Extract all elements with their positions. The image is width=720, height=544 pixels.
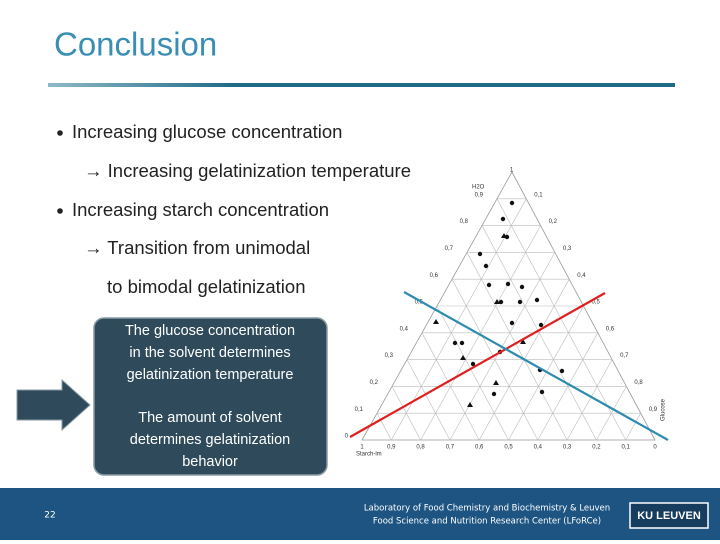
axis-name: H2O [472, 185, 485, 191]
tick-label: 0 [345, 434, 349, 440]
point [467, 402, 473, 407]
point [460, 355, 466, 360]
grid-line [406, 359, 451, 441]
point [505, 281, 511, 287]
axis-label: 1 [510, 168, 514, 174]
ternary-diagram: 1 H2O Glucose Starch-lm 0,9 0,8 0,7 0,6 0,5 0,4 0,… [345, 168, 669, 458]
trend-line [403, 291, 669, 441]
sub-bullet: to bimodal gelatinization [107, 276, 306, 297]
tick-label: 0,1 [534, 192, 543, 198]
point [452, 340, 458, 346]
box-text: determines gelatinization [130, 432, 290, 448]
point [520, 339, 526, 344]
bullet-text: Increasing glucose concentration [72, 121, 342, 142]
point [517, 299, 523, 305]
grid-line [466, 252, 568, 441]
axis-name: Starch-lm [356, 452, 382, 458]
grid-line [436, 305, 509, 441]
grid-line [496, 198, 626, 441]
tick-label: 0,9 [387, 445, 396, 451]
tick-label: 0,3 [563, 246, 572, 252]
title-underline [48, 83, 675, 87]
point [509, 320, 515, 326]
point [486, 282, 492, 288]
point [483, 263, 489, 269]
sub-bullet: → Transition from unimodal [84, 237, 310, 258]
point [501, 233, 507, 238]
point [534, 297, 540, 303]
tick-label: 0,3 [385, 353, 394, 359]
tick-label: 0,8 [634, 380, 643, 386]
sub-bullet: → Increasing gelatinization temperature [84, 160, 411, 181]
tick-label: 0,9 [475, 192, 484, 198]
point [459, 340, 465, 346]
footer-bar [0, 488, 720, 540]
box-text: The glucose concentration [125, 323, 295, 339]
grid-line [481, 225, 597, 441]
axis-name: Glucose [661, 398, 667, 421]
box-text: gelatinization temperature [127, 367, 294, 383]
grid-line [625, 413, 641, 441]
point [509, 200, 515, 206]
tick-label: 0,1 [622, 445, 631, 451]
point [539, 389, 545, 395]
point [491, 391, 497, 397]
page-number: 22 [44, 511, 55, 521]
tick-label: 0,9 [649, 407, 658, 413]
tick-label: 0,1 [355, 407, 364, 413]
bullet-text: Increasing starch concentration [72, 199, 329, 220]
point [559, 368, 565, 374]
tick-label: 0,5 [592, 300, 601, 306]
point [498, 299, 504, 305]
point [433, 319, 439, 324]
tick-label: 0,2 [370, 380, 379, 386]
tick-label: 0,8 [416, 445, 425, 451]
tick-label: 0,3 [563, 445, 572, 451]
logo-text: KU LEUVEN [637, 510, 701, 522]
footer-text: Food Science and Nutrition Research Cent… [373, 517, 601, 527]
grid-line [566, 359, 613, 441]
grid-line [508, 305, 584, 441]
tick-label: 0,8 [460, 219, 469, 225]
grid-line [420, 225, 541, 441]
point [519, 284, 525, 290]
tick-label: 0,7 [446, 445, 455, 451]
tick-label: 1 [360, 445, 364, 451]
box-text: behavior [182, 454, 238, 470]
point [477, 251, 483, 257]
point [470, 361, 476, 367]
grid-line [391, 198, 527, 441]
grid-line [376, 413, 392, 441]
tick-label: 0,5 [415, 300, 424, 306]
footer-text: Laboratory of Food Chemistry and Biochem… [364, 504, 610, 514]
callout-box [93, 317, 328, 476]
tick-label: 0,4 [577, 273, 586, 279]
tick-label: 0 [653, 445, 657, 451]
point [504, 234, 510, 240]
arrow [16, 378, 91, 432]
logo [629, 502, 709, 529]
tick-label: 0,4 [400, 326, 409, 332]
tick-label: 0,7 [620, 353, 629, 359]
tick-label: 0,6 [475, 445, 484, 451]
point [494, 299, 500, 304]
point [538, 322, 544, 328]
box-text: in the solvent determines [129, 345, 290, 361]
bullet [57, 130, 63, 136]
trend-line [349, 292, 606, 438]
tick-label: 0,2 [592, 445, 601, 451]
box-text: The amount of solvent [138, 410, 281, 426]
tick-label: 0,6 [606, 326, 615, 332]
bullet [57, 208, 63, 214]
tick-label: 0,7 [445, 246, 454, 252]
tick-label: 0,4 [534, 445, 543, 451]
tick-label: 0,6 [430, 273, 439, 279]
tick-label: 0,2 [549, 219, 558, 225]
point [493, 380, 499, 385]
title: Conclusion [54, 26, 217, 63]
point [500, 216, 506, 222]
tick-label: 0,5 [504, 445, 513, 451]
